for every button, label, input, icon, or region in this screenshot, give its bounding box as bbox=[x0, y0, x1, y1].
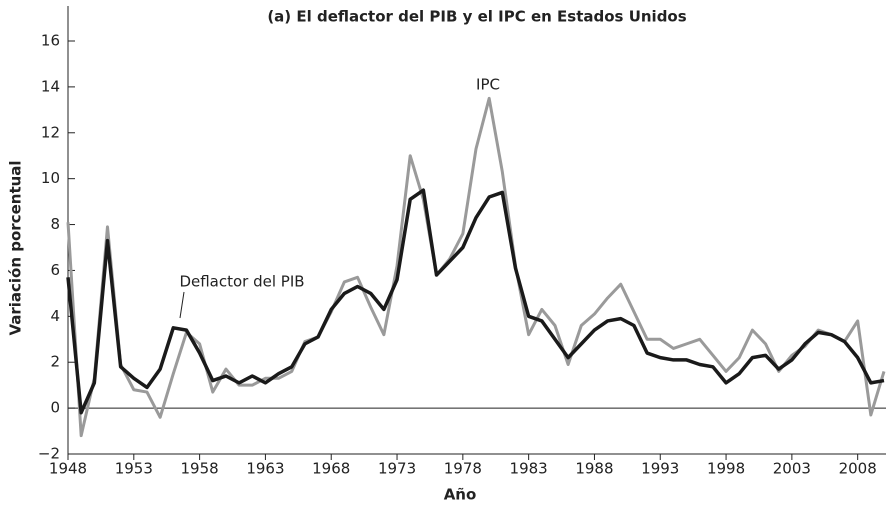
x-axis-label: Año bbox=[444, 486, 477, 504]
x-tick-label: 1988 bbox=[575, 460, 613, 478]
annotation-leader bbox=[179, 291, 185, 319]
series-label: Deflactor del PIB bbox=[179, 273, 304, 291]
y-axis-label: Variación porcentual bbox=[7, 160, 25, 335]
y-tick-label: 0 bbox=[50, 399, 60, 417]
x-tick-label: 2008 bbox=[839, 460, 877, 478]
x-tick-label: 1993 bbox=[641, 460, 679, 478]
series-label: IPC bbox=[476, 76, 500, 94]
y-tick-label: −2 bbox=[38, 445, 60, 463]
x-tick-label: 1978 bbox=[444, 460, 482, 478]
y-tick-label: 14 bbox=[41, 77, 60, 95]
y-tick-label: 8 bbox=[50, 215, 60, 233]
x-tick-label: 1983 bbox=[510, 460, 548, 478]
y-tick-label: 2 bbox=[50, 353, 60, 371]
x-tick-label: 1973 bbox=[378, 460, 416, 478]
y-tick-label: 12 bbox=[41, 123, 60, 141]
y-tick-label: 6 bbox=[50, 261, 60, 279]
x-tick-label: 1948 bbox=[49, 460, 87, 478]
series-line bbox=[66, 96, 886, 438]
x-tick-label: 1958 bbox=[181, 460, 219, 478]
x-tick-label: 1953 bbox=[115, 460, 153, 478]
x-tick-label: 1998 bbox=[707, 460, 745, 478]
x-tick-label: 2003 bbox=[773, 460, 811, 478]
chart-title: (a) El deflactor del PIB y el IPC en Est… bbox=[267, 8, 686, 26]
x-tick-label: 1963 bbox=[246, 460, 284, 478]
y-tick-label: 10 bbox=[41, 169, 60, 187]
series-line bbox=[66, 188, 885, 415]
y-tick-label: 4 bbox=[50, 307, 60, 325]
y-tick-label: 16 bbox=[41, 32, 60, 50]
x-tick-label: 1968 bbox=[312, 460, 350, 478]
